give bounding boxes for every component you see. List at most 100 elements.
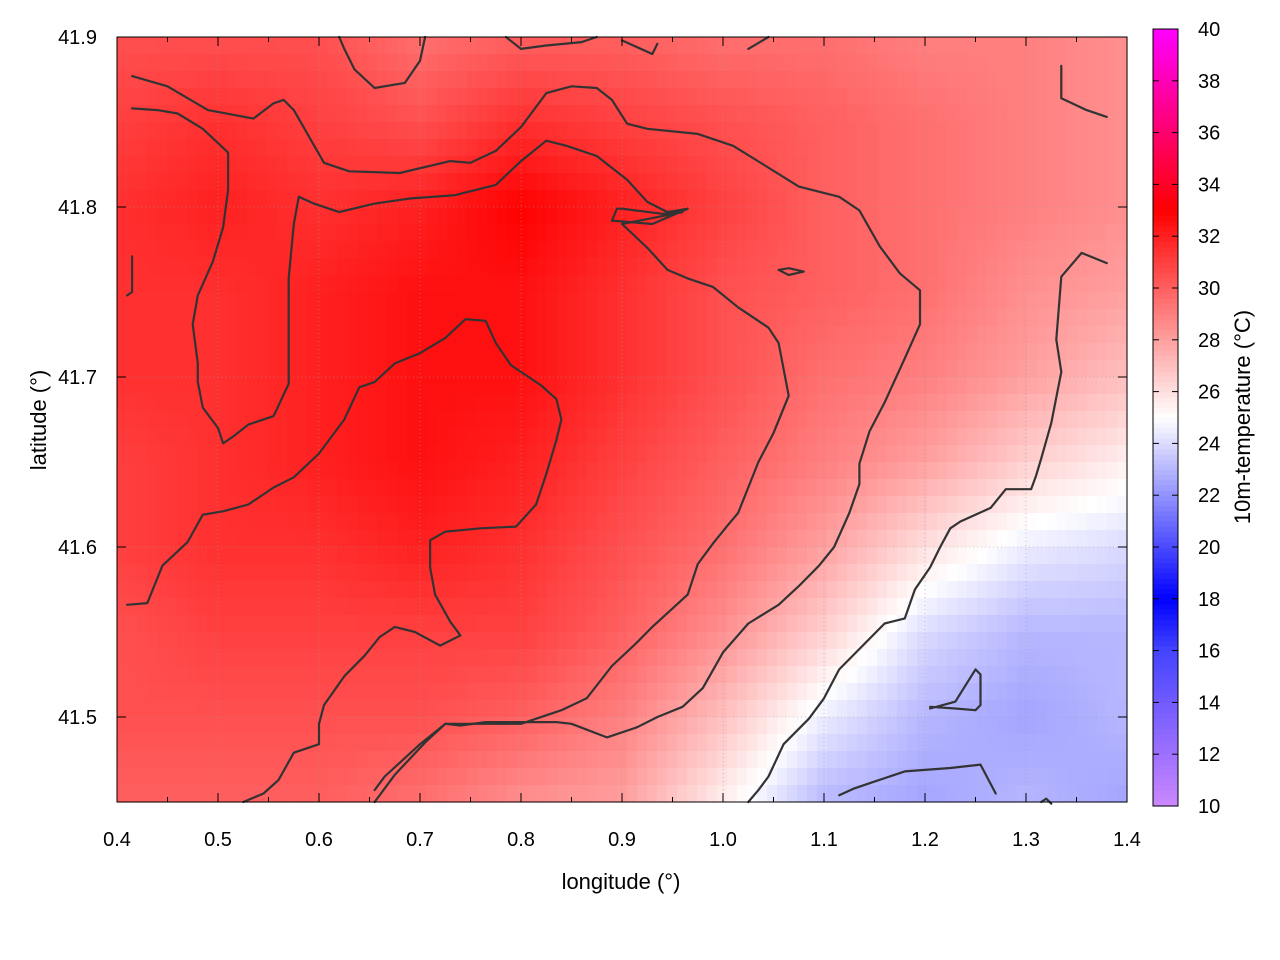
- heatmap-cell: [427, 122, 438, 140]
- heatmap-cell: [837, 360, 848, 378]
- heatmap-cell: [627, 615, 638, 633]
- heatmap-cell: [137, 751, 148, 769]
- heatmap-cell: [817, 445, 828, 463]
- heatmap-cell: [807, 360, 818, 378]
- heatmap-cell: [817, 37, 828, 55]
- heatmap-cell: [1047, 309, 1058, 327]
- heatmap-cell: [1007, 190, 1018, 208]
- heatmap-cell: [807, 71, 818, 89]
- heatmap-cell: [137, 632, 148, 650]
- heatmap-cell: [767, 207, 778, 225]
- contour-line: [125, 255, 134, 297]
- heatmap-cell: [207, 139, 218, 157]
- colorbar-segment: [1153, 562, 1178, 569]
- heatmap-cell: [1077, 615, 1088, 633]
- heatmap-cell: [217, 632, 228, 650]
- heatmap-cell: [777, 190, 788, 208]
- heatmap-cell: [1017, 275, 1028, 293]
- heatmap-cell: [837, 71, 848, 89]
- heatmap-cell: [647, 88, 658, 106]
- heatmap-cell: [1047, 207, 1058, 225]
- heatmap-cell: [917, 462, 928, 480]
- heatmap-cell: [627, 105, 638, 123]
- heatmap-cell: [437, 37, 448, 55]
- heatmap-cell: [677, 292, 688, 310]
- heatmap-cell: [887, 207, 898, 225]
- heatmap-cell: [947, 513, 958, 531]
- heatmap-cell: [207, 547, 218, 565]
- heatmap-cell: [907, 462, 918, 480]
- heatmap-cell: [247, 343, 258, 361]
- heatmap-cell: [267, 717, 278, 735]
- heatmap-cell: [987, 394, 998, 412]
- heatmap-cell: [337, 751, 348, 769]
- heatmap-cell: [217, 377, 228, 395]
- heatmap-cell: [1087, 326, 1098, 344]
- heatmap-cell: [417, 751, 428, 769]
- heatmap-cell: [627, 411, 638, 429]
- heatmap-cell: [997, 411, 1008, 429]
- heatmap-cell: [177, 224, 188, 242]
- heatmap-cell: [237, 156, 248, 174]
- colorbar-segment: [1153, 505, 1178, 512]
- heatmap-cell: [257, 479, 268, 497]
- heatmap-cell: [187, 547, 198, 565]
- heatmap-cell: [217, 71, 228, 89]
- heatmap-cell: [837, 122, 848, 140]
- heatmap-cell: [1117, 411, 1128, 429]
- heatmap-cell: [657, 734, 668, 752]
- heatmap-cell: [767, 54, 778, 72]
- heatmap-cell: [237, 496, 248, 514]
- heatmap-cell: [607, 241, 618, 259]
- heatmap-cell: [317, 785, 328, 803]
- heatmap-cell: [1107, 326, 1118, 344]
- heatmap-cell: [147, 173, 158, 191]
- heatmap-cell: [127, 207, 138, 225]
- heatmap-cell: [147, 513, 158, 531]
- colorbar-segment: [1153, 593, 1178, 600]
- heatmap-cell: [307, 734, 318, 752]
- heatmap-cell: [357, 479, 368, 497]
- heatmap-cell: [217, 479, 228, 497]
- heatmap-cell: [237, 241, 248, 259]
- heatmap-cell: [647, 207, 658, 225]
- heatmap-cell: [407, 479, 418, 497]
- heatmap-cell: [267, 88, 278, 106]
- heatmap-cell: [637, 666, 648, 684]
- heatmap-cell: [377, 598, 388, 616]
- heatmap-cell: [347, 71, 358, 89]
- heatmap-cell: [767, 700, 778, 718]
- heatmap-cell: [707, 71, 718, 89]
- heatmap-cell: [337, 207, 348, 225]
- heatmap-cell: [477, 445, 488, 463]
- heatmap-cell: [457, 224, 468, 242]
- heatmap-cell: [967, 258, 978, 276]
- heatmap-cell: [717, 309, 728, 327]
- heatmap-cell: [987, 666, 998, 684]
- heatmap-cell: [767, 785, 778, 803]
- heatmap-cell: [357, 88, 368, 106]
- heatmap-cell: [1087, 785, 1098, 803]
- heatmap-cell: [727, 190, 738, 208]
- heatmap-cell: [1027, 530, 1038, 548]
- heatmap-cell: [527, 717, 538, 735]
- heatmap-cell: [497, 105, 508, 123]
- heatmap-cell: [1107, 377, 1118, 395]
- heatmap-cell: [177, 547, 188, 565]
- heatmap-cell: [1107, 717, 1118, 735]
- heatmap-cell: [247, 207, 258, 225]
- heatmap-cell: [307, 411, 318, 429]
- heatmap-cell: [667, 666, 678, 684]
- heatmap-cell: [877, 37, 888, 55]
- heatmap-cell: [407, 564, 418, 582]
- heatmap-cell: [1077, 309, 1088, 327]
- heatmap-cell: [917, 734, 928, 752]
- heatmap-cell: [597, 292, 608, 310]
- heatmap-cell: [677, 241, 688, 259]
- heatmap-cell: [137, 207, 148, 225]
- heatmap-cell: [157, 683, 168, 701]
- heatmap-cell: [947, 394, 958, 412]
- heatmap-cell: [847, 530, 858, 548]
- heatmap-cell: [807, 530, 818, 548]
- heatmap-cell: [827, 258, 838, 276]
